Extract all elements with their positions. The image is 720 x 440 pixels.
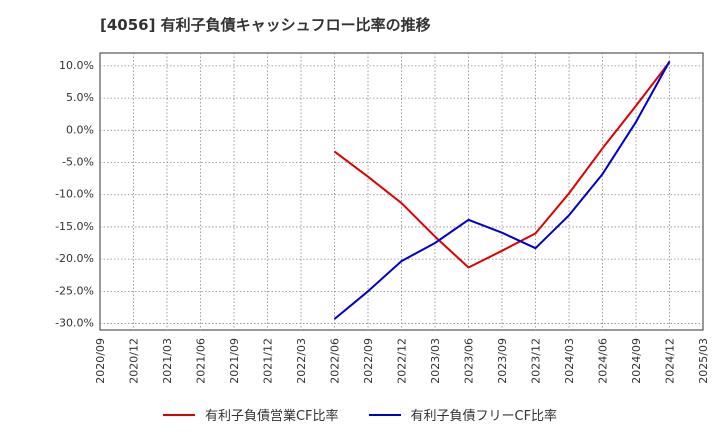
x-tick-label: 2023/03 <box>429 338 442 384</box>
series-line-operating-cf <box>333 61 671 269</box>
x-tick-label: 2024/12 <box>663 338 676 384</box>
series-line-free-cf <box>333 60 671 320</box>
x-tick-label: 2023/06 <box>462 338 475 384</box>
legend-swatch-operating-cf <box>162 413 195 416</box>
x-tick-label: 2022/09 <box>362 338 375 384</box>
x-tick-label: 2022/03 <box>295 338 308 384</box>
y-tick-label: -15.0% <box>55 220 94 233</box>
x-tick-label: 2020/12 <box>127 338 140 384</box>
x-tick-label: 2024/03 <box>563 338 576 384</box>
x-tick-label: 2022/06 <box>328 338 341 384</box>
x-tick-label: 2021/03 <box>161 338 174 384</box>
x-tick-label: 2021/06 <box>194 338 207 384</box>
y-tick-label: 10.0% <box>59 59 94 72</box>
legend-label-operating-cf: 有利子負債営業CF比率 <box>204 409 339 424</box>
x-tick-label: 2021/12 <box>261 338 274 384</box>
y-tick-label: -25.0% <box>55 284 94 297</box>
legend-swatch-free-cf <box>368 413 401 416</box>
y-tick-label: -20.0% <box>55 252 94 265</box>
y-tick-label: -5.0% <box>62 156 94 169</box>
x-tick-label: 2024/09 <box>630 338 643 384</box>
chart-title: [4056] 有利子負債キャッシュフロー比率の推移 <box>100 16 431 34</box>
legend-item-free-cf: 有利子負債フリーCF比率 <box>368 405 558 424</box>
legend: 有利子負債営業CF比率 有利子負債フリーCF比率 <box>0 405 720 424</box>
x-tick-label: 2020/09 <box>94 338 107 384</box>
y-tick-label: 0.0% <box>66 123 94 136</box>
y-tick-label: -10.0% <box>55 188 94 201</box>
x-tick-label: 2023/09 <box>496 338 509 384</box>
y-tick-label: 5.0% <box>66 91 94 104</box>
y-tick-label: -30.0% <box>55 317 94 330</box>
x-tick-label: 2022/12 <box>395 338 408 384</box>
legend-label-free-cf: 有利子負債フリーCF比率 <box>410 409 558 424</box>
x-tick-label: 2023/12 <box>529 338 542 384</box>
x-tick-label: 2025/03 <box>697 338 710 384</box>
x-tick-label: 2024/06 <box>596 338 609 384</box>
legend-item-operating-cf: 有利子負債営業CF比率 <box>162 405 339 424</box>
x-tick-label: 2021/09 <box>228 338 241 384</box>
